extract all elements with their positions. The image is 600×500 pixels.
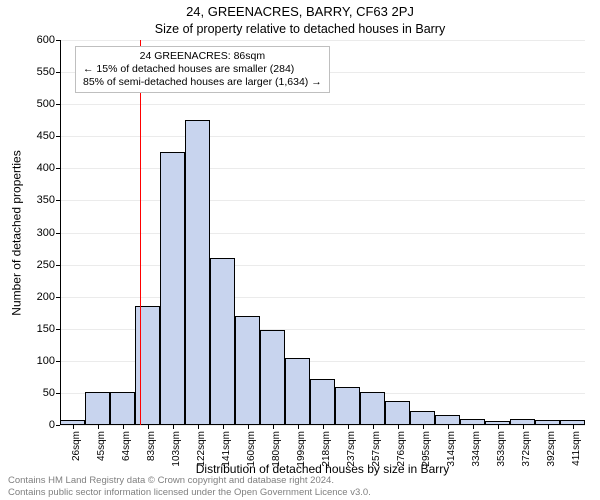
histogram-bar xyxy=(335,387,360,426)
footer-line-1: Contains HM Land Registry data © Crown c… xyxy=(8,475,371,486)
xtick-mark xyxy=(273,425,274,429)
histogram-bar xyxy=(360,392,385,425)
histogram-bar xyxy=(110,392,135,425)
xtick-mark xyxy=(323,425,324,429)
ytick-label: 400 xyxy=(37,162,60,174)
chart-title-sub: Size of property relative to detached ho… xyxy=(0,22,600,36)
histogram-bar xyxy=(210,258,235,425)
xtick-label: 83sqm xyxy=(146,431,157,461)
ytick-label: 600 xyxy=(37,34,60,46)
info-box-line: 24 GREENACRES: 86sqm xyxy=(83,50,322,63)
xtick-mark xyxy=(398,425,399,429)
y-axis-label-text: Number of detached properties xyxy=(10,150,24,315)
xtick-mark xyxy=(523,425,524,429)
histogram-bar xyxy=(85,392,110,425)
ytick-label: 450 xyxy=(37,130,60,142)
ytick-label: 300 xyxy=(37,227,60,239)
xtick-mark xyxy=(198,425,199,429)
xtick-mark xyxy=(223,425,224,429)
chart-title-main: 24, GREENACRES, BARRY, CF63 2PJ xyxy=(0,4,600,19)
xtick-mark xyxy=(573,425,574,429)
plot-area: 05010015020025030035040045050055060026sq… xyxy=(60,40,585,425)
ytick-label: 500 xyxy=(37,98,60,110)
xtick-label: 411sqm xyxy=(571,431,582,466)
xtick-mark xyxy=(148,425,149,429)
ytick-label: 350 xyxy=(37,194,60,206)
histogram-bar xyxy=(285,358,310,425)
footer-note: Contains HM Land Registry data © Crown c… xyxy=(8,475,371,498)
info-box-line: 85% of semi-detached houses are larger (… xyxy=(83,76,322,89)
marker-line xyxy=(140,40,141,425)
footer-line-2: Contains public sector information licen… xyxy=(8,487,371,498)
y-axis-label: Number of detached properties xyxy=(10,40,24,425)
xtick-mark xyxy=(373,425,374,429)
xtick-mark xyxy=(448,425,449,429)
histogram-bar xyxy=(435,415,460,425)
ytick-label: 50 xyxy=(43,387,60,399)
histogram-bar xyxy=(310,379,335,425)
xtick-label: 64sqm xyxy=(121,431,132,461)
xtick-mark xyxy=(298,425,299,429)
info-box-line: ← 15% of detached houses are smaller (28… xyxy=(83,63,322,76)
histogram-bar xyxy=(260,330,285,425)
x-axis-label: Distribution of detached houses by size … xyxy=(60,462,585,476)
ytick-label: 200 xyxy=(37,291,60,303)
xtick-mark xyxy=(123,425,124,429)
xtick-mark xyxy=(348,425,349,429)
ytick-label: 100 xyxy=(37,355,60,367)
xtick-mark xyxy=(73,425,74,429)
histogram-bar xyxy=(185,120,210,425)
histogram-bar xyxy=(385,401,410,425)
xtick-mark xyxy=(173,425,174,429)
xtick-mark xyxy=(98,425,99,429)
xtick-mark xyxy=(498,425,499,429)
xtick-mark xyxy=(423,425,424,429)
histogram-bar xyxy=(410,411,435,425)
ytick-label: 0 xyxy=(49,419,60,431)
ytick-label: 150 xyxy=(37,323,60,335)
ytick-label: 250 xyxy=(37,259,60,271)
xtick-label: 45sqm xyxy=(96,431,107,461)
info-box: 24 GREENACRES: 86sqm← 15% of detached ho… xyxy=(75,46,330,93)
xtick-mark xyxy=(248,425,249,429)
xtick-mark xyxy=(473,425,474,429)
histogram-bar xyxy=(160,152,185,425)
chart-container: 24, GREENACRES, BARRY, CF63 2PJ Size of … xyxy=(0,0,600,500)
xtick-mark xyxy=(548,425,549,429)
histogram-bar xyxy=(235,316,260,425)
ytick-label: 550 xyxy=(37,66,60,78)
xtick-label: 26sqm xyxy=(71,431,82,461)
